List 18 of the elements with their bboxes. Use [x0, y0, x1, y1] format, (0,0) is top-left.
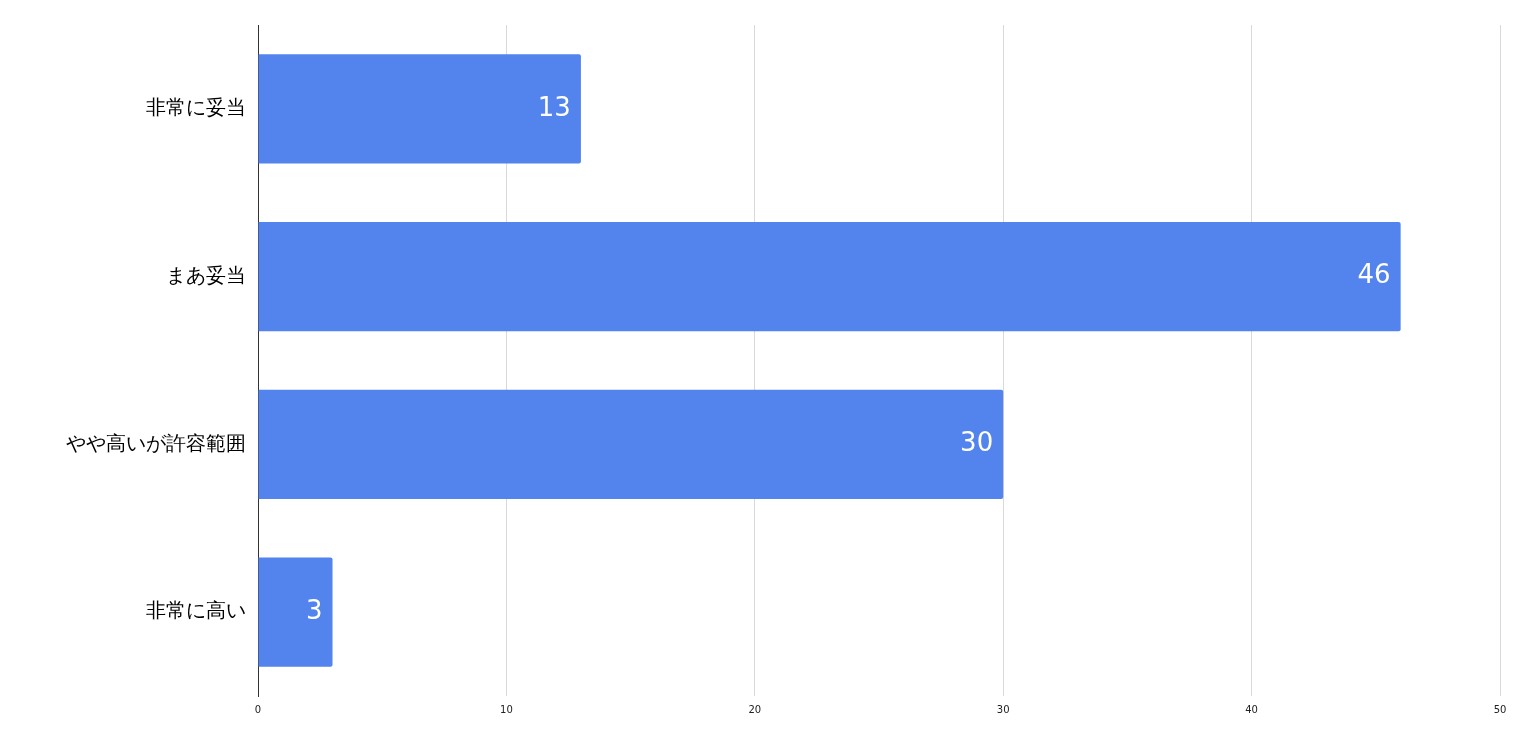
y-tick-label: まあ妥当 — [166, 262, 246, 287]
bar — [258, 389, 1004, 499]
data-label: 30 — [960, 427, 994, 458]
data-label: 13 — [537, 91, 571, 122]
x-tick-label: 50 — [1493, 703, 1507, 715]
bar — [258, 557, 333, 667]
y-tick-label: やや高いが許容範囲 — [66, 430, 246, 455]
y-tick-label: 非常に妥当 — [146, 95, 246, 120]
bar — [258, 54, 581, 164]
x-tick-label: 40 — [1245, 703, 1258, 715]
x-tick-label: 30 — [996, 703, 1010, 715]
x-tick-label: 20 — [748, 703, 762, 715]
data-label: 46 — [1357, 259, 1391, 290]
data-label: 3 — [305, 594, 323, 625]
x-tick-label: 10 — [500, 703, 513, 715]
bar — [258, 222, 1401, 332]
y-tick-label: 非常に高い — [146, 598, 246, 623]
x-tick-label: 0 — [254, 703, 262, 715]
